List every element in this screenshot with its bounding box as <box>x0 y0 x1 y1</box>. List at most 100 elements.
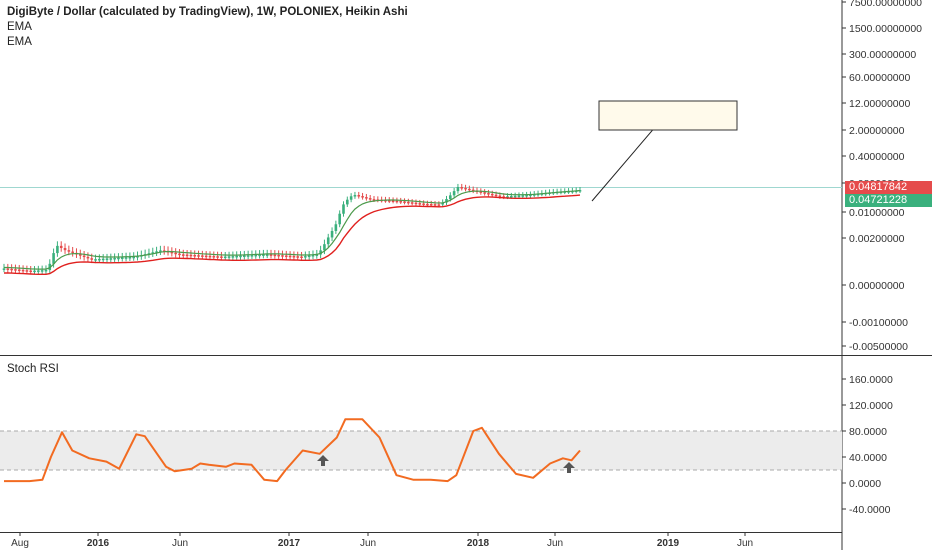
candle-body <box>220 256 223 258</box>
candle-body <box>155 251 158 253</box>
candle-body <box>391 200 395 202</box>
candle-body <box>510 196 513 198</box>
candle-body <box>338 213 341 225</box>
candle-body <box>246 255 250 257</box>
candle-body <box>40 270 44 272</box>
candle-body <box>315 254 319 256</box>
candle-body <box>346 199 349 205</box>
x-tick-label: 2017 <box>278 538 301 549</box>
y-tick-label: 60.00000000 <box>849 72 910 84</box>
candle-body <box>525 195 528 197</box>
candle-body <box>372 199 376 201</box>
candle-body <box>37 270 40 272</box>
yaxis-main: 7500.00000000 1500.00000000 300.00000000 60… <box>842 0 922 353</box>
candle-body <box>437 204 441 206</box>
annotation <box>591 100 738 202</box>
candle-body <box>170 251 174 254</box>
candle-body <box>471 189 475 192</box>
ema-fast-line <box>4 189 581 270</box>
candle-body <box>410 202 414 204</box>
y-tick-label: 0.00200000 <box>849 233 905 245</box>
candle-body <box>498 195 502 198</box>
candle-body <box>94 259 97 261</box>
candle-body <box>201 255 204 257</box>
candle-body <box>193 254 197 257</box>
candle-body <box>33 270 36 273</box>
candle-body <box>262 254 265 256</box>
candle-body <box>29 270 33 273</box>
candle-body <box>464 187 467 190</box>
candle-body <box>284 255 288 257</box>
candle-body <box>2 268 6 270</box>
y-tick-label: -0.00500000 <box>849 341 908 353</box>
x-tick-label: Jun <box>737 538 753 549</box>
candle-body <box>17 269 21 271</box>
candle-body <box>304 256 307 258</box>
candle-body <box>487 193 490 195</box>
candle-body <box>86 256 90 259</box>
candle-body <box>273 254 277 257</box>
ema-lines <box>4 189 581 275</box>
x-tick-label: 2019 <box>657 538 680 549</box>
candle-body <box>532 194 536 196</box>
y-tick-label: 0.01000000 <box>849 207 905 219</box>
candle-body <box>197 255 200 257</box>
candle-body <box>90 258 94 260</box>
candle-body <box>44 269 48 272</box>
candle-body <box>323 244 326 251</box>
candle-body <box>529 194 532 197</box>
x-tick-label: Jun <box>547 538 563 549</box>
stoch-tick-label: 40.0000 <box>849 452 887 464</box>
candle-body <box>109 258 113 260</box>
candle-body <box>124 257 128 259</box>
candle-body <box>395 200 399 203</box>
candle-body <box>132 256 135 259</box>
candle-body <box>254 254 258 257</box>
candle-body <box>414 202 418 205</box>
y-tick-label: 0.00000000 <box>849 280 905 292</box>
x-tick-label: Aug <box>11 538 29 549</box>
stoch-tick-label: 160.0000 <box>849 374 893 386</box>
candle-body <box>288 255 292 258</box>
last-price-badge: 0.04817842 <box>845 181 932 194</box>
candle-body <box>468 188 471 191</box>
candle-body <box>128 257 132 259</box>
candle-body <box>353 195 357 197</box>
candle-body <box>517 195 521 198</box>
candle-body <box>48 263 52 270</box>
candle-body <box>277 254 280 257</box>
annotation-box <box>598 100 738 131</box>
candle-body <box>418 203 422 205</box>
candle-body <box>319 250 322 255</box>
legend-ema-1: EMA <box>7 21 32 33</box>
candle-body <box>479 191 483 193</box>
candle-body <box>326 237 330 245</box>
stoch-tick-label: 120.0000 <box>849 400 893 412</box>
candle-body <box>342 204 345 214</box>
y-tick-label: 2.00000000 <box>849 125 905 137</box>
up-arrow-marker-2017 <box>317 455 329 466</box>
candle-body <box>460 187 464 189</box>
candle-body <box>483 192 486 194</box>
stoch-band <box>0 431 842 470</box>
candle-body <box>174 252 177 255</box>
candle-body <box>433 204 437 206</box>
candle-body <box>300 256 303 258</box>
y-tick-label: 12.00000000 <box>849 98 910 110</box>
stoch-rsi-line <box>4 418 581 483</box>
candle-body <box>52 253 55 264</box>
legend-ema-2: EMA <box>7 36 32 48</box>
candle-body <box>292 255 296 258</box>
candle-body <box>502 196 506 198</box>
candle-body <box>250 255 254 257</box>
candle-body <box>456 187 460 192</box>
candle-body <box>231 256 235 258</box>
candle-body <box>399 201 403 203</box>
candle-body <box>422 203 425 205</box>
candle-body <box>311 255 315 257</box>
candle-body <box>204 255 208 258</box>
candle-body <box>330 230 334 238</box>
candle-body <box>445 199 448 203</box>
